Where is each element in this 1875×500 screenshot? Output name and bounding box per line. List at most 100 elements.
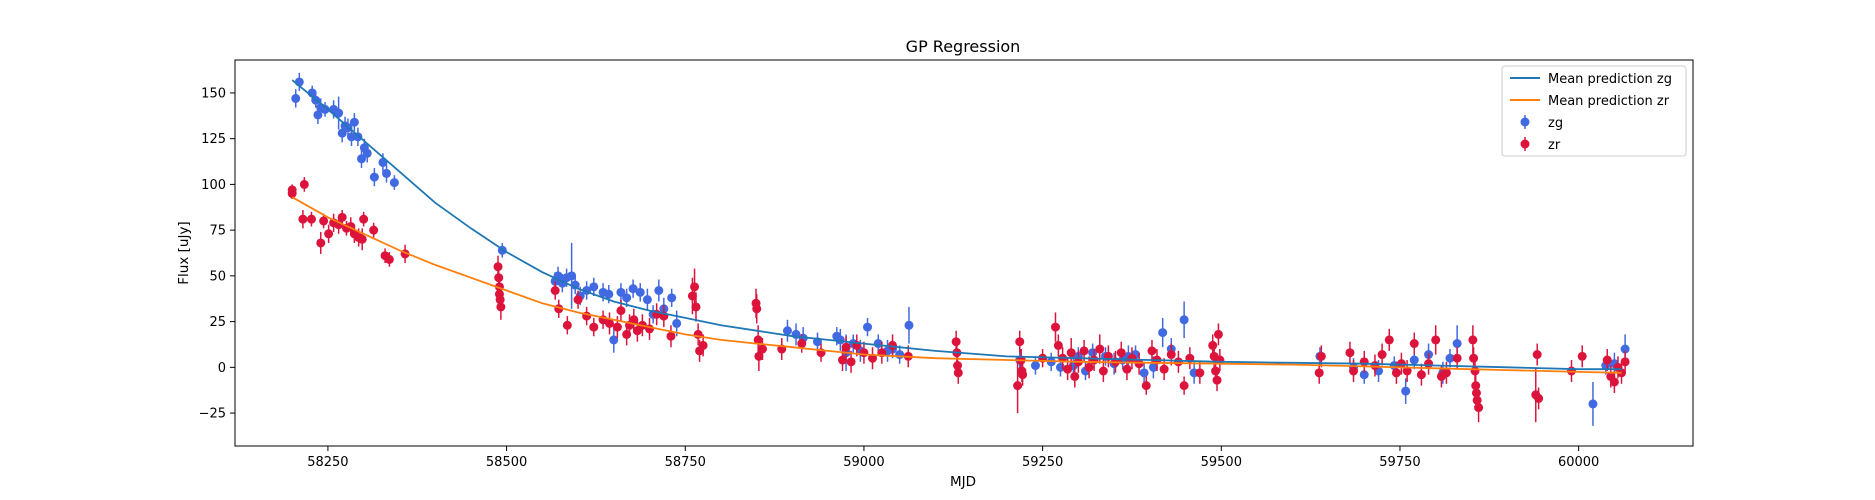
marker-zr [1472, 395, 1482, 405]
data-point-zr [757, 338, 767, 361]
data-point-zg [782, 319, 792, 342]
y-tick-label: −25 [199, 407, 226, 422]
data-point-zr [1018, 363, 1028, 386]
data-point-zr [1070, 365, 1080, 388]
data-point-zr [752, 294, 762, 324]
marker-zg [382, 168, 392, 178]
data-point-zr [1577, 345, 1587, 368]
x-tick-label: 58250 [307, 455, 348, 470]
marker-zr [1474, 403, 1484, 413]
marker-zr [1179, 381, 1189, 391]
marker-zg [642, 295, 652, 305]
marker-zr [1409, 339, 1419, 349]
y-tick-label: 125 [201, 132, 226, 147]
legend-swatch-zg [1520, 115, 1530, 129]
marker-zr [319, 216, 329, 226]
data-point-zg [616, 283, 626, 302]
marker-zg [1620, 344, 1630, 354]
x-tick-label: 59500 [1201, 455, 1242, 470]
marker-zr [691, 302, 701, 312]
data-point-zr [1098, 360, 1108, 382]
data-point-zr [1173, 350, 1183, 373]
marker-zr [1208, 340, 1218, 350]
marker-zr [1141, 381, 1151, 391]
marker-zr [562, 320, 572, 330]
marker-zr [1063, 364, 1073, 374]
y-tick-label: 75 [209, 224, 226, 239]
x-tick-label: 59250 [1022, 455, 1063, 470]
data-point-zr [1377, 343, 1387, 366]
marker-zg [835, 335, 845, 345]
marker-zr [752, 304, 762, 314]
marker-zr [841, 342, 851, 352]
data-point-zr [1159, 358, 1169, 381]
data-point-zr [1345, 341, 1355, 364]
data-point-zr [1474, 392, 1484, 423]
data-point-zg [1401, 378, 1411, 404]
marker-zr [1066, 348, 1076, 358]
data-point-zr [691, 292, 701, 322]
marker-zr [1166, 350, 1176, 360]
marker-zg [369, 172, 379, 182]
marker-zr [1532, 350, 1542, 360]
data-point-zr [1134, 352, 1144, 375]
data-point-zr [319, 213, 329, 229]
marker-zg [654, 286, 664, 296]
y-tick-label: 150 [201, 86, 226, 101]
data-point-zg [1179, 301, 1189, 339]
marker-zr [953, 368, 963, 378]
data-point-zr [1185, 347, 1195, 370]
data-point-zr [1212, 369, 1222, 392]
mean-prediction-line-zg [291, 79, 1622, 371]
marker-zr [1468, 335, 1478, 345]
data-point-zr [1396, 352, 1406, 375]
marker-zg [1401, 386, 1411, 396]
data-point-zr [605, 312, 615, 335]
marker-zg [567, 271, 577, 281]
marker-zg [1030, 361, 1040, 371]
data-point-zr [496, 294, 506, 320]
legend: Mean prediction zg Mean prediction zr zg… [1501, 65, 1687, 157]
data-point-zr [384, 252, 394, 267]
data-point-zr [324, 224, 334, 243]
marker-zg [1088, 348, 1098, 358]
data-point-zg [642, 288, 652, 311]
data-point-zr [582, 306, 592, 326]
marker-zr [1213, 329, 1223, 339]
marker-zr [1316, 351, 1326, 361]
marker-zr [1534, 393, 1544, 403]
data-point-zr [1213, 323, 1223, 346]
x-tick-label: 59750 [1379, 455, 1420, 470]
marker-zr [1134, 359, 1144, 369]
marker-zg [589, 282, 599, 292]
data-point-zr [357, 228, 367, 251]
marker-zr [1416, 370, 1426, 380]
data-point-zr [1617, 361, 1627, 384]
marker-zr [797, 339, 807, 349]
data-point-zg [291, 89, 301, 108]
marker-zg [320, 104, 330, 114]
data-point-zr [573, 290, 583, 309]
data-point-zr [299, 177, 309, 192]
marker-zr [1370, 361, 1380, 371]
marker-zr [698, 340, 708, 350]
data-point-zr [1195, 361, 1205, 384]
marker-zr [1116, 348, 1126, 358]
marker-zr [550, 286, 560, 296]
x-tick-label: 58500 [486, 455, 527, 470]
marker-zr [1122, 364, 1132, 374]
data-point-zr [287, 188, 297, 200]
data-point-zr [953, 361, 963, 384]
marker-zr [1079, 346, 1089, 356]
marker-zr [629, 315, 639, 325]
data-point-zg [382, 164, 392, 183]
marker-zr [369, 225, 379, 235]
data-point-zr [1609, 370, 1619, 393]
data-point-zr [666, 325, 676, 348]
marker-zg [635, 287, 645, 297]
marker-zr [666, 331, 676, 341]
marker-zr [605, 318, 615, 328]
data-point-zg [334, 96, 344, 130]
marker-zr [859, 348, 869, 358]
marker-zr [1173, 357, 1183, 367]
